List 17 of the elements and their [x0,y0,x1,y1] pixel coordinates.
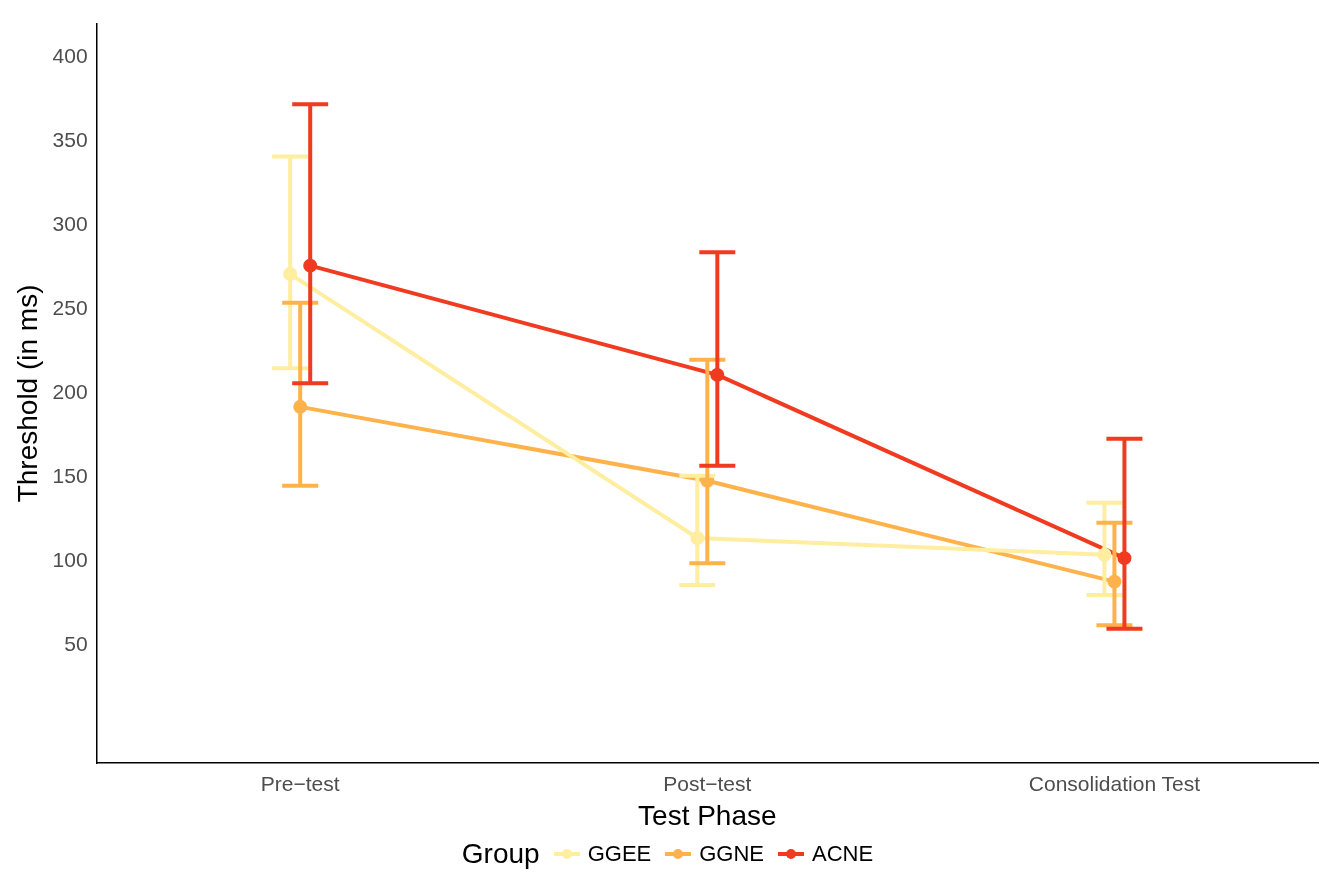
legend-label: ACNE [812,841,874,867]
y-tick-label: 300 [52,212,88,236]
legend-label: GGEE [587,841,652,867]
x-tick-label: Pre−test [260,771,340,795]
y-tick-label: 200 [52,380,88,404]
y-tick-label: 50 [64,632,88,656]
legend-title: Group [461,838,540,870]
legend-label: GGNE [699,841,765,867]
y-tick-label: 250 [52,296,88,320]
y-tick-label: 150 [52,464,88,488]
y-tick-label: 400 [52,44,88,68]
y-tick-label: 100 [52,548,88,572]
y-axis-title: Threshold (in ms) [11,284,43,503]
x-tick-label: Post−test [663,771,752,795]
x-tick-label: Consolidation Test [1028,771,1201,795]
y-tick-label: 350 [52,128,88,152]
x-axis-title: Test Phase [638,799,777,831]
